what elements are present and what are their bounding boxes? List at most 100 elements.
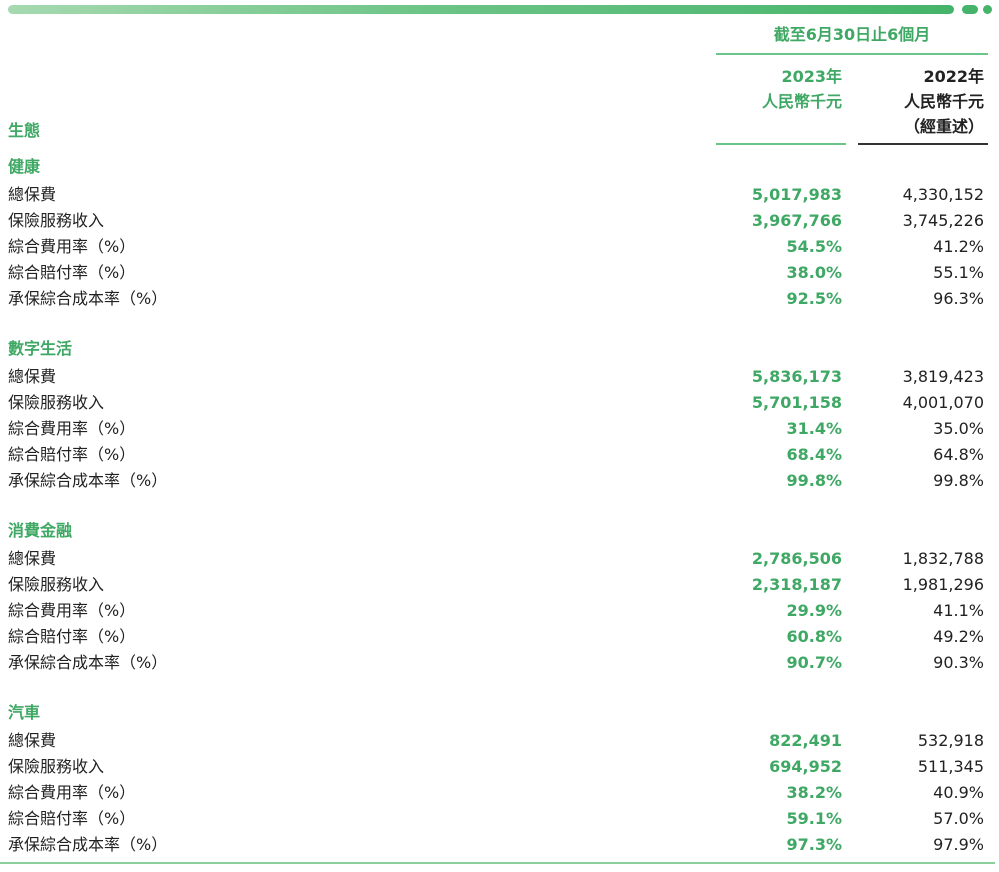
row-label: 綜合賠付率（%） [8, 263, 136, 282]
row-label: 總保費 [8, 549, 57, 568]
top-decorative-dot [983, 5, 992, 14]
value-2023: 68.4% [786, 445, 842, 464]
value-2023: 90.7% [786, 653, 842, 672]
value-2023: 2,786,506 [751, 549, 842, 568]
value-2023: 92.5% [786, 289, 842, 308]
row-label: 綜合賠付率（%） [8, 809, 136, 828]
value-2022: 97.9% [933, 835, 984, 854]
top-decorative-pill [962, 5, 978, 14]
row-label: 總保費 [8, 367, 57, 386]
column-year-2022: 2022年 [923, 67, 984, 86]
table-row: 綜合賠付率（%） 38.0% 55.1% [0, 260, 999, 286]
table-row: 綜合費用率（%） 38.2% 40.9% [0, 780, 999, 806]
table-row: 綜合賠付率（%） 68.4% 64.8% [0, 442, 999, 468]
row-label: 綜合費用率（%） [8, 419, 136, 438]
value-2022: 1,832,788 [902, 549, 984, 568]
table-row: 綜合費用率（%） 54.5% 41.2% [0, 234, 999, 260]
column-rule-2022 [858, 143, 988, 145]
bottom-rule [0, 862, 995, 864]
column-note-2022: （經重述） [903, 117, 984, 136]
value-2022: 57.0% [933, 809, 984, 828]
value-2022: 511,345 [917, 757, 984, 776]
row-label: 綜合費用率（%） [8, 237, 136, 256]
value-2022: 4,001,070 [902, 393, 984, 412]
value-2023: 3,967,766 [751, 211, 842, 230]
period-header-rule [716, 53, 988, 55]
table-row: 承保綜合成本率（%） 99.8% 99.8% [0, 468, 999, 494]
value-2022: 55.1% [933, 263, 984, 282]
column-header-2023: 2023年 人民幣千元 [716, 64, 842, 114]
value-2022: 99.8% [933, 471, 984, 490]
value-2023: 38.2% [786, 783, 842, 802]
row-label: 承保綜合成本率（%） [8, 835, 168, 854]
row-label: 保險服務收入 [8, 757, 105, 776]
row-label: 承保綜合成本率（%） [8, 289, 168, 308]
value-2023: 60.8% [786, 627, 842, 646]
table-row: 綜合費用率（%） 31.4% 35.0% [0, 416, 999, 442]
table-row: 承保綜合成本率（%） 90.7% 90.3% [0, 650, 999, 676]
value-2023: 5,701,158 [751, 393, 842, 412]
row-label: 承保綜合成本率（%） [8, 471, 168, 490]
value-2022: 90.3% [933, 653, 984, 672]
table-row: 保險服務收入 694,952 511,345 [0, 754, 999, 780]
row-label: 綜合賠付率（%） [8, 627, 136, 646]
value-2023: 38.0% [786, 263, 842, 282]
table-row: 綜合賠付率（%） 59.1% 57.0% [0, 806, 999, 832]
column-year-2023: 2023年 [781, 67, 842, 86]
section-title: 消費金融 [8, 521, 73, 540]
row-label: 綜合費用率（%） [8, 601, 136, 620]
value-2023: 29.9% [786, 601, 842, 620]
value-2023: 694,952 [769, 757, 842, 776]
section-title: 數字生活 [8, 339, 73, 358]
row-label: 承保綜合成本率（%） [8, 653, 168, 672]
value-2022: 3,745,226 [902, 211, 984, 230]
row-label: 保險服務收入 [8, 211, 105, 230]
table-row: 承保綜合成本率（%） 97.3% 97.9% [0, 832, 999, 858]
value-2023: 822,491 [769, 731, 842, 750]
value-2022: 96.3% [933, 289, 984, 308]
value-2022: 41.2% [933, 237, 984, 256]
row-label: 總保費 [8, 731, 57, 750]
value-2023: 97.3% [786, 835, 842, 854]
value-2023: 5,836,173 [751, 367, 842, 386]
section-title: 健康 [8, 157, 41, 176]
table-row: 承保綜合成本率（%） 92.5% 96.3% [0, 286, 999, 312]
period-header: 截至6月30日止6個月 [773, 25, 931, 44]
row-label: 保險服務收入 [8, 393, 105, 412]
table-row: 保險服務收入 3,967,766 3,745,226 [0, 208, 999, 234]
top-decorative-bar [8, 5, 954, 14]
column-unit-2023: 人民幣千元 [761, 92, 842, 111]
value-2023: 5,017,983 [751, 185, 842, 204]
table-row: 保險服務收入 2,318,187 1,981,296 [0, 572, 999, 598]
table-row: 總保費 822,491 532,918 [0, 728, 999, 754]
value-2022: 3,819,423 [902, 367, 984, 386]
value-2022: 40.9% [933, 783, 984, 802]
value-2022: 532,918 [917, 731, 984, 750]
ecosystem-label: 生態 [8, 121, 41, 140]
table-row: 總保費 5,017,983 4,330,152 [0, 182, 999, 208]
value-2023: 54.5% [786, 237, 842, 256]
row-label: 保險服務收入 [8, 575, 105, 594]
table-row: 總保費 5,836,173 3,819,423 [0, 364, 999, 390]
table-row: 綜合賠付率（%） 60.8% 49.2% [0, 624, 999, 650]
value-2022: 64.8% [933, 445, 984, 464]
column-header-2022: 2022年 人民幣千元 （經重述） [858, 64, 984, 139]
value-2023: 59.1% [786, 809, 842, 828]
column-rule-2023 [716, 143, 846, 145]
table-row: 總保費 2,786,506 1,832,788 [0, 546, 999, 572]
value-2022: 41.1% [933, 601, 984, 620]
row-label: 總保費 [8, 185, 57, 204]
row-label: 綜合賠付率（%） [8, 445, 136, 464]
value-2022: 4,330,152 [902, 185, 984, 204]
value-2023: 2,318,187 [751, 575, 842, 594]
value-2022: 49.2% [933, 627, 984, 646]
value-2022: 1,981,296 [902, 575, 984, 594]
column-unit-2022: 人民幣千元 [903, 92, 984, 111]
value-2023: 99.8% [786, 471, 842, 490]
table-row: 保險服務收入 5,701,158 4,001,070 [0, 390, 999, 416]
table-row: 綜合費用率（%） 29.9% 41.1% [0, 598, 999, 624]
section-title: 汽車 [8, 703, 41, 722]
value-2022: 35.0% [933, 419, 984, 438]
row-label: 綜合費用率（%） [8, 783, 136, 802]
value-2023: 31.4% [786, 419, 842, 438]
